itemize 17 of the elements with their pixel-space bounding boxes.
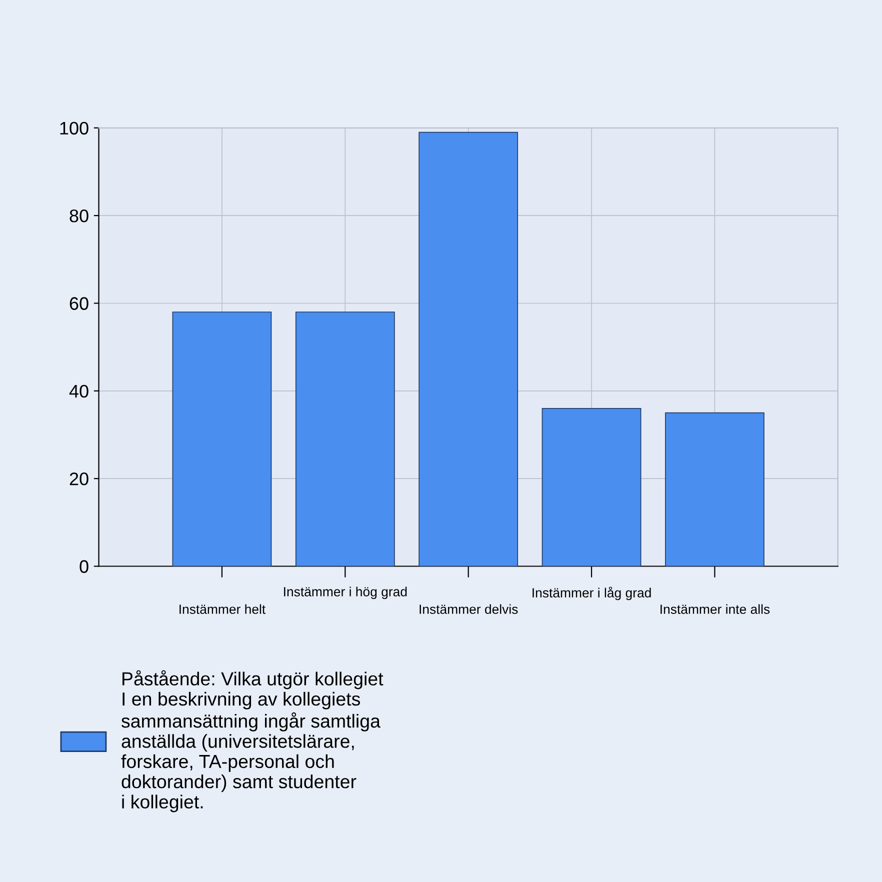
y-tick-label: 40 [69,384,88,398]
y-tick-label: 80 [70,209,88,222]
bar [295,312,395,566]
y-tick-label: 20 [70,472,88,486]
x-tick-label: Instämmer helt [180,604,266,614]
bar [542,408,642,566]
y-tick-label: 100 [60,122,88,135]
y-tick-label: 60 [70,297,88,310]
y-tick-label: 0 [80,560,88,573]
bar [418,132,518,566]
x-tick-label: Instämmer i hög grad [284,586,407,600]
x-tick-label: Instämmer delvis [420,604,518,614]
x-tick-label: Instämmer inte alls [660,604,770,614]
x-tick-label: Instämmer i låg grad [532,586,651,600]
bar [172,312,272,566]
bar [665,412,764,566]
legend-label: Påstående: Vilka utgör kollegiet I en beskrivning av kollegiets sammansättning ingår samtliga anställda (universitetslärare, forskare, TA-personal och doktorander) samt studenter i kollegiet. [121,670,384,812]
